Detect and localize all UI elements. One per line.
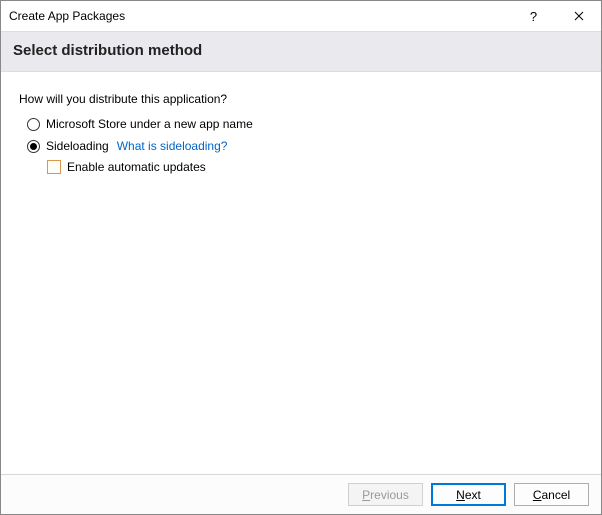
enable-updates-checkbox[interactable] [47, 160, 61, 174]
next-button[interactable]: Next [431, 483, 506, 506]
wizard-header: Select distribution method [1, 31, 601, 72]
cancel-button[interactable]: Cancel [514, 483, 589, 506]
radio-store[interactable] [27, 118, 40, 131]
option-row-sideload: Sideloading What is sideloading? [27, 138, 583, 154]
radio-sideload-label[interactable]: Sideloading [46, 138, 109, 154]
btn-text: revious [370, 488, 409, 502]
option-row-store: Microsoft Store under a new app name [27, 116, 583, 132]
question-label: How will you distribute this application… [19, 92, 583, 106]
titlebar: Create App Packages ? [1, 1, 601, 31]
footer: Previous Next Cancel [1, 474, 601, 514]
help-button[interactable]: ? [511, 1, 556, 31]
page-title: Select distribution method [13, 42, 589, 59]
sideloading-help-link[interactable]: What is sideloading? [117, 138, 228, 154]
titlebar-controls: ? [511, 1, 601, 31]
radio-store-label[interactable]: Microsoft Store under a new app name [46, 116, 253, 132]
enable-updates-label[interactable]: Enable automatic updates [67, 160, 206, 174]
mnemonic: N [456, 488, 465, 502]
enable-updates-row: Enable automatic updates [47, 160, 583, 174]
close-button[interactable] [556, 1, 601, 31]
radio-sideload[interactable] [27, 140, 40, 153]
options-group: Microsoft Store under a new app name Sid… [27, 116, 583, 174]
window-title: Create App Packages [9, 9, 511, 23]
content-area: How will you distribute this application… [1, 72, 601, 474]
mnemonic: P [362, 488, 370, 502]
btn-text: ext [465, 488, 481, 502]
close-icon [574, 9, 584, 24]
dialog-window: Create App Packages ? Select distributio… [0, 0, 602, 515]
previous-button[interactable]: Previous [348, 483, 423, 506]
btn-text: ancel [541, 488, 570, 502]
